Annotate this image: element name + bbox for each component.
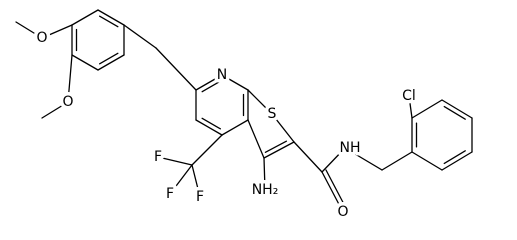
bond — [247, 119, 265, 159]
bond — [97, 54, 125, 71]
atom-label: NH₂ — [252, 182, 279, 198]
bond — [321, 171, 344, 213]
atom-label: F — [196, 189, 204, 205]
atom-label: F — [166, 186, 174, 202]
atom-label: F — [154, 149, 162, 165]
bond — [71, 54, 99, 71]
bond — [15, 21, 43, 39]
bond — [195, 74, 223, 91]
bond — [97, 9, 125, 26]
atom-label: N — [217, 67, 227, 83]
bond — [41, 24, 73, 39]
bond — [325, 169, 348, 211]
bond — [321, 147, 346, 173]
bond — [411, 99, 443, 119]
bond — [411, 151, 443, 171]
bond — [221, 74, 249, 91]
molecule-diagram: O O N S F F F NH₂ NH O Cl — [15, 9, 473, 224]
bond — [381, 151, 413, 171]
bond — [441, 99, 473, 119]
bond — [157, 156, 193, 166]
bond — [191, 134, 223, 166]
bond — [169, 164, 193, 195]
atom-label: O — [62, 94, 73, 110]
bond — [123, 24, 157, 49]
bond — [293, 141, 323, 173]
atom-label: S — [268, 106, 277, 122]
bond — [98, 15, 119, 28]
bond — [247, 89, 273, 115]
bond — [264, 140, 288, 153]
bond — [441, 151, 473, 171]
bond — [408, 95, 413, 119]
atom-label: O — [36, 30, 47, 46]
bond — [191, 164, 201, 198]
bond — [443, 105, 466, 120]
bonds — [15, 9, 473, 213]
bond — [201, 80, 222, 93]
bond — [41, 101, 69, 119]
atom-label: O — [337, 204, 348, 220]
bond — [271, 113, 295, 143]
bond — [221, 119, 249, 136]
bond — [344, 147, 383, 171]
atom-label: NH — [340, 140, 361, 156]
bond — [263, 157, 266, 191]
bond — [98, 52, 119, 65]
bond — [201, 117, 222, 130]
atom-label: Cl — [402, 88, 416, 104]
atom-labels: O O N S F F F NH₂ NH O Cl — [33, 27, 419, 224]
bond — [155, 47, 197, 91]
bond — [71, 9, 99, 26]
bond — [263, 141, 295, 159]
bond — [67, 54, 73, 103]
bond — [443, 150, 466, 165]
bond — [195, 119, 223, 136]
